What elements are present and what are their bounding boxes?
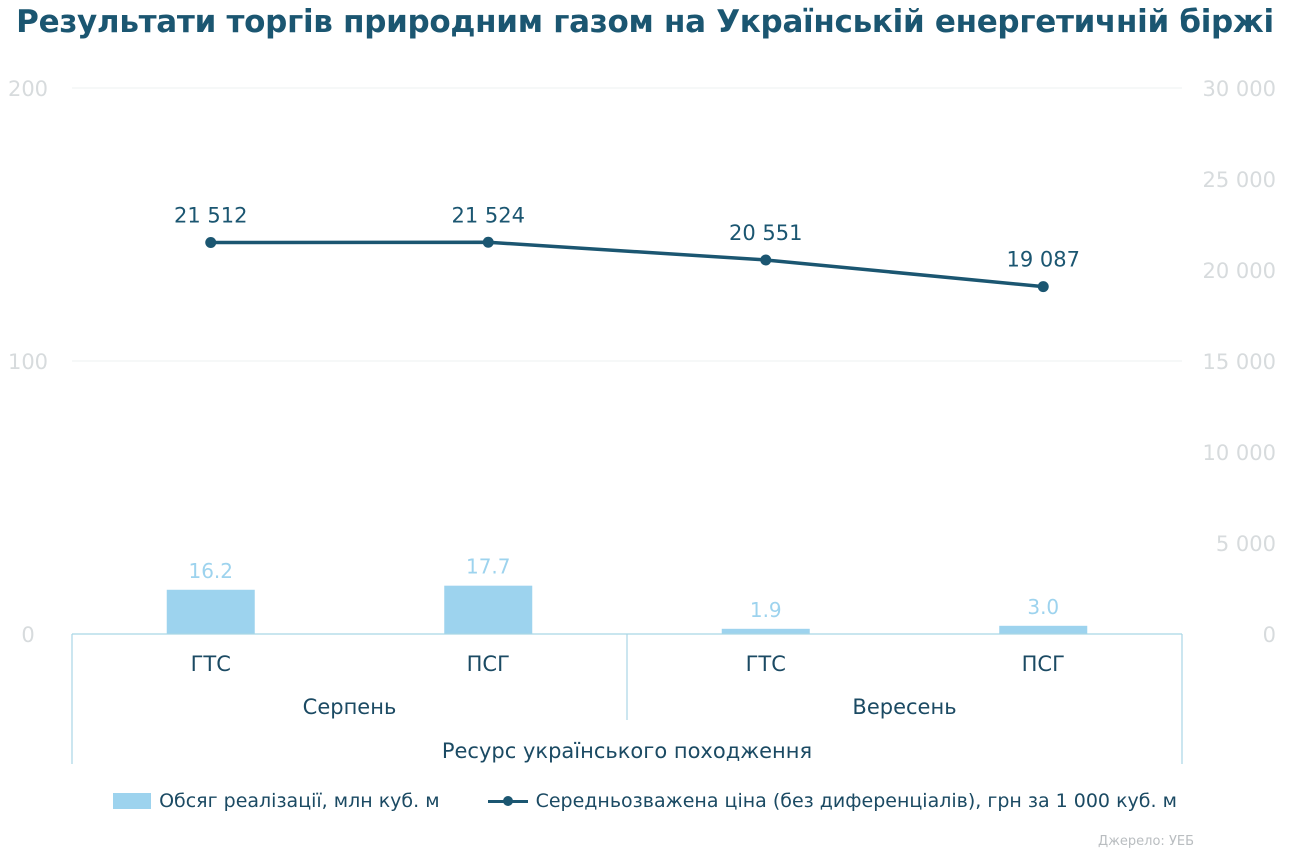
y-right-tick-label: 20 000 (1203, 259, 1276, 283)
y-right-tick-label: 25 000 (1203, 168, 1276, 192)
price-point (1037, 281, 1049, 293)
price-point (482, 236, 494, 248)
bar-data-label: 3.0 (1027, 595, 1059, 619)
price-data-label: 21 524 (452, 203, 525, 227)
y-right-tick-label: 0 (1263, 623, 1276, 647)
price-line (210, 240, 1044, 289)
x-group-label: Серпень (303, 695, 397, 719)
bar (444, 585, 533, 634)
x-super-group-label: Ресурс українського походження (442, 739, 812, 763)
y-right-tick-label: 10 000 (1203, 441, 1276, 465)
legend-swatch-bar (113, 793, 152, 809)
price-point (760, 254, 772, 266)
price-data-label: 21 512 (174, 203, 247, 227)
bar (721, 628, 810, 634)
y-left-tick-label: 100 (8, 350, 48, 374)
source-note: Джерело: УЕБ (1098, 834, 1194, 849)
chart-title: Результати торгів природним газом на Укр… (16, 4, 1274, 40)
bar-data-label: 1.9 (750, 598, 782, 622)
bar-data-label: 16.2 (188, 559, 233, 583)
y-left-tick-label: 0 (21, 623, 34, 647)
x-tick-label: ПСГ (467, 652, 510, 676)
legend-label-volume: Обсяг реалізації, млн куб. м (159, 790, 440, 812)
y-right-tick-label: 5 000 (1216, 532, 1276, 556)
x-tick-label: ПСГ (1022, 652, 1065, 676)
bar-data-label: 17.7 (466, 555, 511, 579)
price-data-label: 19 087 (1007, 248, 1080, 272)
bar (999, 625, 1088, 634)
y-left-tick-label: 200 (8, 77, 48, 101)
legend-label-price: Середньозважена ціна (без диференціалів)… (535, 790, 1177, 812)
legend: Обсяг реалізації, млн куб. м Середньозва… (0, 790, 1290, 812)
legend-swatch-line (487, 793, 528, 809)
legend-item-volume: Обсяг реалізації, млн куб. м (113, 790, 440, 812)
price-point (205, 236, 217, 248)
x-tick-label: ГТС (191, 652, 231, 676)
legend-item-price: Середньозважена ціна (без диференціалів)… (487, 790, 1177, 812)
bar (166, 589, 255, 634)
y-right-tick-label: 15 000 (1203, 350, 1276, 374)
price-data-label: 20 551 (729, 221, 802, 245)
x-tick-label: ГТС (746, 652, 786, 676)
y-right-tick-label: 30 000 (1203, 77, 1276, 101)
x-group-label: Вересень (852, 695, 956, 719)
